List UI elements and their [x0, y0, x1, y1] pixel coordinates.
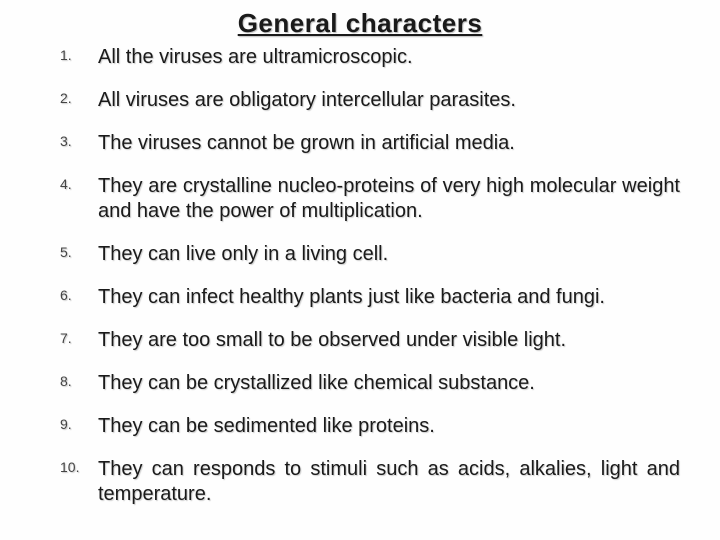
- list-item: They can be sedimented like proteins.: [40, 414, 680, 439]
- characters-list: All the viruses are ultramicroscopic. Al…: [40, 45, 680, 507]
- list-item: They can be crystallized like chemical s…: [40, 371, 680, 396]
- list-item: All viruses are obligatory intercellular…: [40, 88, 680, 113]
- list-item: They are crystalline nucleo-proteins of …: [40, 174, 680, 224]
- list-item: The viruses cannot be grown in artificia…: [40, 131, 680, 156]
- list-item: They are too small to be observed under …: [40, 328, 680, 353]
- list-item: All the viruses are ultramicroscopic.: [40, 45, 680, 70]
- list-item: They can live only in a living cell.: [40, 242, 680, 267]
- list-item: They can responds to stimuli such as aci…: [40, 457, 680, 507]
- slide-title: General characters: [40, 8, 680, 39]
- list-item: They can infect healthy plants just like…: [40, 285, 680, 310]
